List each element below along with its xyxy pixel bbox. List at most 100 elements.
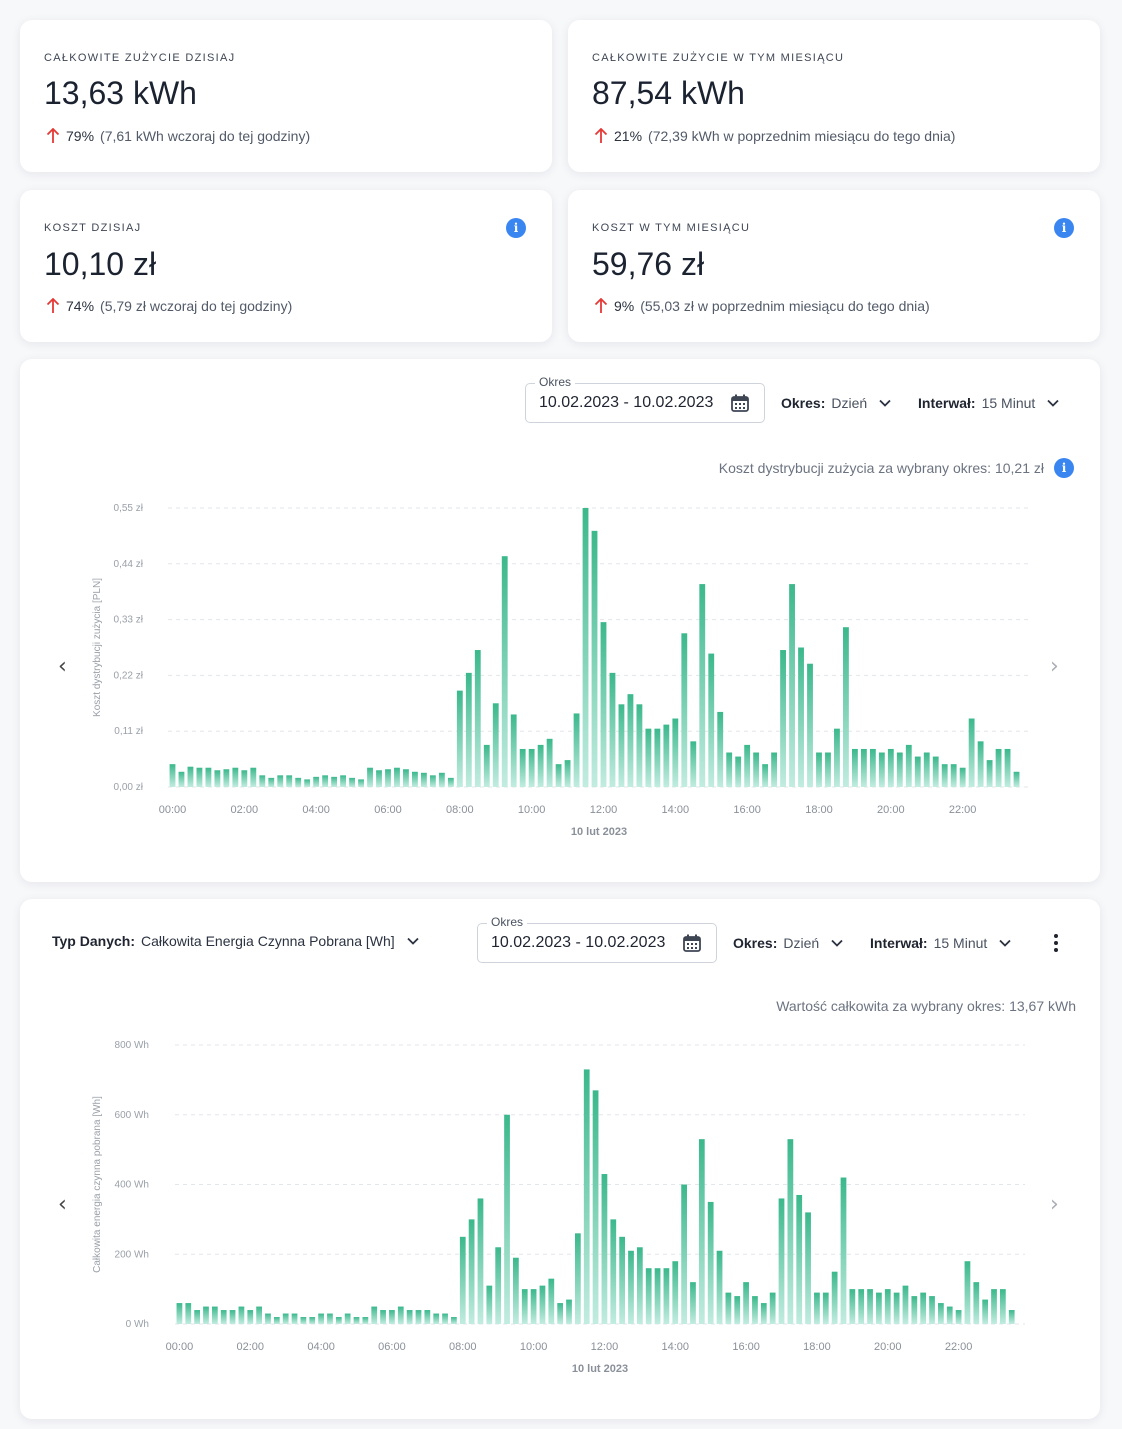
bar[interactable] [831, 1271, 838, 1324]
bar[interactable] [645, 1268, 652, 1324]
bar[interactable] [920, 1292, 927, 1324]
bar[interactable] [564, 760, 571, 787]
bar[interactable] [743, 1282, 749, 1324]
bar[interactable] [914, 756, 921, 787]
bar[interactable] [991, 1289, 997, 1324]
bar[interactable] [986, 760, 993, 787]
bar[interactable] [977, 741, 984, 787]
bar[interactable] [385, 769, 391, 787]
bar[interactable] [429, 775, 436, 787]
bar[interactable] [762, 764, 769, 787]
bar[interactable] [840, 1177, 847, 1324]
bar[interactable] [787, 1139, 794, 1324]
bar[interactable] [194, 1310, 201, 1324]
info-icon[interactable]: i [506, 218, 526, 238]
bar[interactable] [610, 1219, 617, 1324]
bar[interactable] [169, 764, 176, 787]
bar[interactable] [211, 1306, 218, 1324]
bar[interactable] [259, 775, 266, 787]
bar[interactable] [474, 650, 481, 787]
bar[interactable] [548, 1278, 555, 1324]
chevron-right-icon[interactable]: › [1050, 1192, 1059, 1217]
bar[interactable] [609, 672, 616, 787]
bar[interactable] [698, 1139, 705, 1324]
info-icon[interactable]: i [1054, 458, 1074, 478]
bar[interactable] [574, 1233, 581, 1324]
bar[interactable] [950, 764, 957, 787]
bar[interactable] [999, 1289, 1006, 1324]
bar[interactable] [592, 1090, 599, 1324]
bar[interactable] [187, 766, 194, 787]
bar[interactable] [1013, 771, 1020, 787]
bar[interactable] [282, 1313, 289, 1324]
bar[interactable] [178, 771, 185, 787]
interval-select[interactable]: Interwał: 15 Minut [918, 395, 1059, 411]
bar[interactable] [858, 1289, 865, 1324]
bar[interactable] [753, 752, 760, 787]
bar[interactable] [250, 767, 257, 787]
bar[interactable] [309, 1317, 316, 1324]
bar[interactable] [1004, 748, 1011, 787]
bar[interactable] [582, 508, 589, 787]
bar[interactable] [335, 1317, 342, 1324]
bar[interactable] [938, 1303, 944, 1324]
bar[interactable] [268, 777, 275, 787]
bar[interactable] [256, 1306, 262, 1324]
data-type-select[interactable]: Typ Danych: Całkowita Energia Czynna Pob… [52, 933, 419, 949]
bar[interactable] [513, 1257, 519, 1324]
bar[interactable] [699, 584, 706, 787]
bar[interactable] [223, 769, 230, 787]
bar[interactable] [406, 1310, 413, 1324]
bar[interactable] [322, 775, 329, 787]
bar[interactable] [528, 748, 535, 787]
bar[interactable] [896, 752, 903, 787]
bar[interactable] [232, 767, 239, 787]
bar[interactable] [869, 748, 876, 787]
bar[interactable] [358, 779, 364, 787]
bar[interactable] [744, 744, 751, 787]
bar[interactable] [229, 1310, 236, 1324]
bar[interactable] [905, 744, 912, 787]
bar[interactable] [923, 752, 930, 787]
period-select[interactable]: Okres: Dzień [733, 935, 843, 951]
bar[interactable] [796, 1194, 803, 1324]
bar[interactable] [286, 775, 293, 787]
period-select[interactable]: Okres: Dzień [781, 395, 891, 411]
bar[interactable] [726, 752, 733, 787]
bar[interactable] [717, 711, 724, 787]
bar[interactable] [185, 1303, 192, 1324]
bar[interactable] [403, 769, 409, 787]
bar[interactable] [814, 1292, 820, 1324]
bar[interactable] [349, 777, 355, 787]
bar[interactable] [495, 1247, 502, 1324]
bar[interactable] [982, 1299, 989, 1324]
bar[interactable] [196, 767, 203, 787]
bar[interactable] [486, 1285, 493, 1324]
bar[interactable] [573, 713, 580, 787]
bar[interactable] [929, 1296, 935, 1324]
bar[interactable] [519, 748, 526, 787]
bar[interactable] [798, 647, 804, 788]
bar[interactable] [816, 752, 822, 787]
bar[interactable] [672, 718, 679, 787]
bar[interactable] [876, 1292, 882, 1324]
bar[interactable] [273, 1317, 280, 1324]
bar[interactable] [887, 748, 894, 787]
bar[interactable] [663, 724, 670, 787]
bar[interactable] [304, 779, 311, 787]
bar[interactable] [477, 1198, 484, 1324]
bar[interactable] [331, 776, 338, 787]
bar[interactable] [636, 1247, 643, 1324]
bar[interactable] [438, 772, 445, 787]
bar[interactable] [681, 633, 688, 787]
bar[interactable] [247, 1310, 254, 1324]
bar[interactable] [424, 1310, 431, 1324]
bar[interactable] [456, 690, 463, 787]
bar[interactable] [769, 1292, 776, 1324]
bar[interactable] [627, 694, 634, 787]
bar[interactable] [654, 1268, 661, 1324]
bar[interactable] [995, 748, 1002, 787]
bar[interactable] [805, 1212, 811, 1324]
info-icon[interactable]: i [1054, 218, 1074, 238]
chevron-left-icon[interactable]: ‹ [58, 654, 67, 679]
